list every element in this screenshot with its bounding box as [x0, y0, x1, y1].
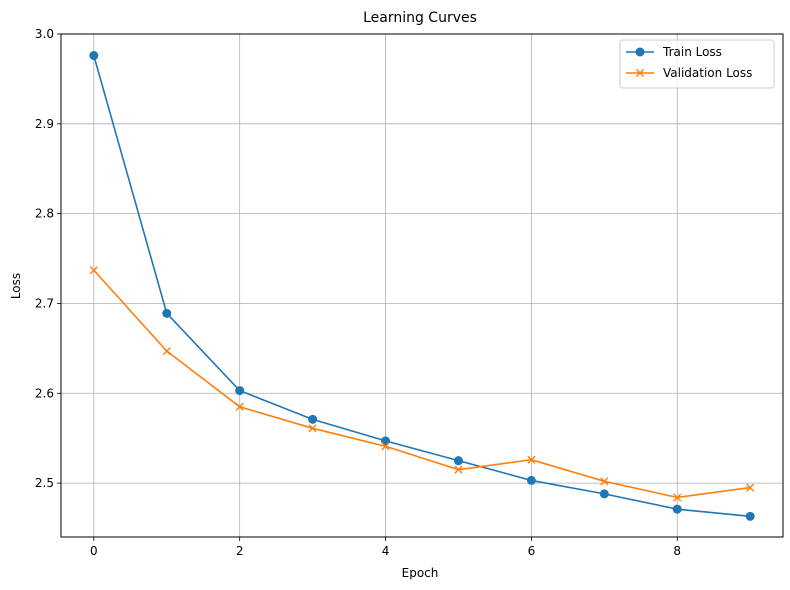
- x-tick-label: 8: [673, 544, 681, 558]
- legend-marker: [635, 47, 645, 57]
- x-marker-stroke: [673, 493, 682, 502]
- validation-loss-series: [89, 266, 755, 502]
- x-marker-stroke: [381, 442, 390, 451]
- legend-entry-train-loss: Train Loss: [626, 45, 722, 59]
- legend-marker: [635, 68, 645, 78]
- validation-loss-point: [746, 483, 755, 492]
- x-tick-label: 6: [528, 544, 536, 558]
- x-marker-stroke: [454, 465, 463, 474]
- plot-frame: [60, 33, 784, 538]
- y-tick-label: 2.7: [35, 296, 54, 310]
- validation-loss-line: [93, 269, 751, 499]
- x-axis-label: Epoch: [402, 566, 439, 580]
- legend-label: Validation Loss: [663, 66, 752, 80]
- legend-entry-validation-loss: Validation Loss: [626, 66, 752, 80]
- train-loss-point: [745, 511, 755, 521]
- train-loss-point: [526, 475, 536, 485]
- validation-loss-point: [527, 455, 536, 464]
- y-tick-label: 2.6: [35, 386, 54, 400]
- train-loss-point: [235, 386, 245, 396]
- axis-ticks: 0 2 4 6 8 2.5 2.6 2.7 2.8 2.9 3.0: [35, 27, 681, 558]
- y-tick-label: 2.5: [35, 476, 54, 490]
- train-loss-point: [599, 489, 609, 499]
- validation-loss-point: [454, 465, 463, 474]
- validation-loss-point: [600, 477, 609, 486]
- train-loss-point: [453, 456, 463, 466]
- legend-box: [619, 39, 775, 89]
- x-marker-stroke: [635, 68, 645, 78]
- train-loss-point: [162, 308, 172, 318]
- validation-loss-point: [673, 493, 682, 502]
- validation-loss-point: [308, 424, 317, 433]
- x-tick-label: 0: [90, 544, 98, 558]
- x-marker-stroke: [235, 402, 244, 411]
- train-loss-series: [89, 51, 755, 521]
- y-tick-label: 2.9: [35, 117, 54, 131]
- x-tick-label: 4: [382, 544, 390, 558]
- validation-loss-point: [235, 402, 244, 411]
- x-marker-stroke: [89, 266, 98, 275]
- chart-title: Learning Curves: [363, 10, 477, 26]
- train-loss-point: [381, 436, 391, 446]
- y-axis-label: Loss: [9, 273, 23, 299]
- validation-loss-point: [162, 346, 171, 356]
- y-tick-label: 3.0: [35, 27, 54, 41]
- series-layer: [89, 51, 755, 521]
- x-marker-stroke: [600, 477, 609, 486]
- y-tick-label: 2.8: [35, 207, 54, 221]
- validation-loss-point: [89, 266, 98, 275]
- train-loss-point: [672, 504, 682, 514]
- validation-loss-point: [381, 442, 390, 451]
- x-marker-stroke: [527, 455, 536, 464]
- x-tick-label: 2: [236, 544, 244, 558]
- train-loss-point: [89, 51, 99, 61]
- x-marker-stroke: [308, 424, 317, 433]
- x-marker-stroke: [746, 483, 755, 492]
- train-loss-line: [93, 55, 751, 518]
- train-loss-point: [308, 414, 318, 424]
- x-marker-stroke: [162, 346, 171, 356]
- legend-label: Train Loss: [662, 45, 722, 59]
- legend: Train Loss Validation Loss: [619, 39, 775, 89]
